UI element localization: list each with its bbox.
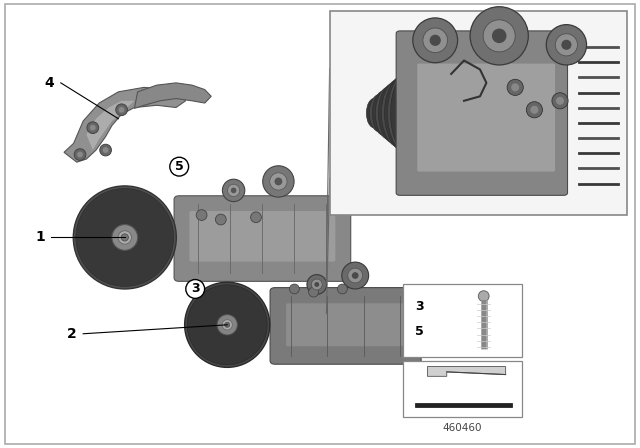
FancyBboxPatch shape <box>189 211 335 262</box>
Ellipse shape <box>337 284 348 294</box>
Ellipse shape <box>289 284 300 294</box>
FancyBboxPatch shape <box>396 31 568 195</box>
Ellipse shape <box>203 301 252 349</box>
Polygon shape <box>415 403 512 407</box>
Ellipse shape <box>262 166 294 197</box>
Ellipse shape <box>74 149 86 160</box>
Ellipse shape <box>102 147 109 153</box>
Ellipse shape <box>369 95 390 132</box>
FancyBboxPatch shape <box>270 288 421 364</box>
Bar <box>403 284 522 357</box>
Ellipse shape <box>531 106 538 114</box>
Ellipse shape <box>352 272 358 279</box>
Ellipse shape <box>381 78 419 148</box>
Ellipse shape <box>200 297 255 352</box>
Polygon shape <box>64 87 186 162</box>
FancyBboxPatch shape <box>174 196 351 281</box>
Text: 3: 3 <box>415 300 423 313</box>
Ellipse shape <box>186 280 205 298</box>
Ellipse shape <box>187 285 268 365</box>
Ellipse shape <box>366 99 383 128</box>
Polygon shape <box>428 366 506 376</box>
Ellipse shape <box>275 177 282 185</box>
Text: 1: 1 <box>35 230 45 245</box>
Ellipse shape <box>222 320 232 330</box>
Ellipse shape <box>118 107 125 112</box>
Bar <box>330 11 627 215</box>
Ellipse shape <box>206 304 248 346</box>
Ellipse shape <box>193 291 261 358</box>
Ellipse shape <box>170 157 189 176</box>
Ellipse shape <box>121 234 129 241</box>
Ellipse shape <box>556 97 564 105</box>
Ellipse shape <box>87 199 163 276</box>
Ellipse shape <box>77 152 83 158</box>
Ellipse shape <box>79 191 171 284</box>
Ellipse shape <box>112 224 138 250</box>
Ellipse shape <box>429 34 441 46</box>
Text: 5: 5 <box>415 325 424 338</box>
Ellipse shape <box>190 288 264 362</box>
Ellipse shape <box>95 208 154 267</box>
Ellipse shape <box>470 7 529 65</box>
Ellipse shape <box>84 197 165 278</box>
Ellipse shape <box>507 79 524 95</box>
Ellipse shape <box>385 74 427 152</box>
Ellipse shape <box>308 287 319 297</box>
Ellipse shape <box>372 90 397 136</box>
Ellipse shape <box>314 282 319 287</box>
Ellipse shape <box>413 18 458 63</box>
Ellipse shape <box>378 82 412 144</box>
Ellipse shape <box>92 205 157 270</box>
Ellipse shape <box>376 86 404 140</box>
Ellipse shape <box>423 28 447 52</box>
FancyBboxPatch shape <box>286 303 405 346</box>
Text: 4: 4 <box>45 76 54 90</box>
Ellipse shape <box>483 20 515 52</box>
Ellipse shape <box>251 212 261 223</box>
Ellipse shape <box>312 279 322 290</box>
Text: 3: 3 <box>191 282 200 296</box>
Ellipse shape <box>73 186 177 289</box>
Ellipse shape <box>217 314 237 335</box>
Ellipse shape <box>492 29 506 43</box>
Ellipse shape <box>90 202 160 272</box>
Ellipse shape <box>223 179 244 202</box>
Ellipse shape <box>196 294 258 355</box>
Ellipse shape <box>225 322 230 327</box>
Ellipse shape <box>81 194 168 281</box>
Ellipse shape <box>307 275 326 294</box>
FancyBboxPatch shape <box>417 64 555 172</box>
Text: 460460: 460460 <box>443 423 482 433</box>
Ellipse shape <box>270 173 287 190</box>
Ellipse shape <box>98 211 152 264</box>
Ellipse shape <box>184 282 270 367</box>
Bar <box>403 361 522 417</box>
Ellipse shape <box>216 214 226 225</box>
Ellipse shape <box>387 70 434 156</box>
Ellipse shape <box>478 291 489 302</box>
Polygon shape <box>86 101 134 150</box>
Ellipse shape <box>390 66 442 160</box>
Ellipse shape <box>90 125 96 131</box>
Ellipse shape <box>342 262 369 289</box>
Ellipse shape <box>231 188 236 193</box>
Ellipse shape <box>556 34 577 56</box>
Ellipse shape <box>552 93 568 109</box>
Ellipse shape <box>348 268 363 283</box>
Ellipse shape <box>526 102 543 118</box>
Ellipse shape <box>561 40 572 50</box>
Ellipse shape <box>76 189 173 286</box>
Ellipse shape <box>116 104 127 116</box>
Ellipse shape <box>227 184 240 197</box>
Ellipse shape <box>87 122 99 134</box>
Text: 2: 2 <box>67 327 77 341</box>
Ellipse shape <box>547 25 586 65</box>
Text: 5: 5 <box>175 160 184 173</box>
Polygon shape <box>134 83 211 108</box>
Ellipse shape <box>196 210 207 220</box>
Ellipse shape <box>100 144 111 156</box>
Ellipse shape <box>118 231 131 244</box>
Ellipse shape <box>511 83 519 91</box>
